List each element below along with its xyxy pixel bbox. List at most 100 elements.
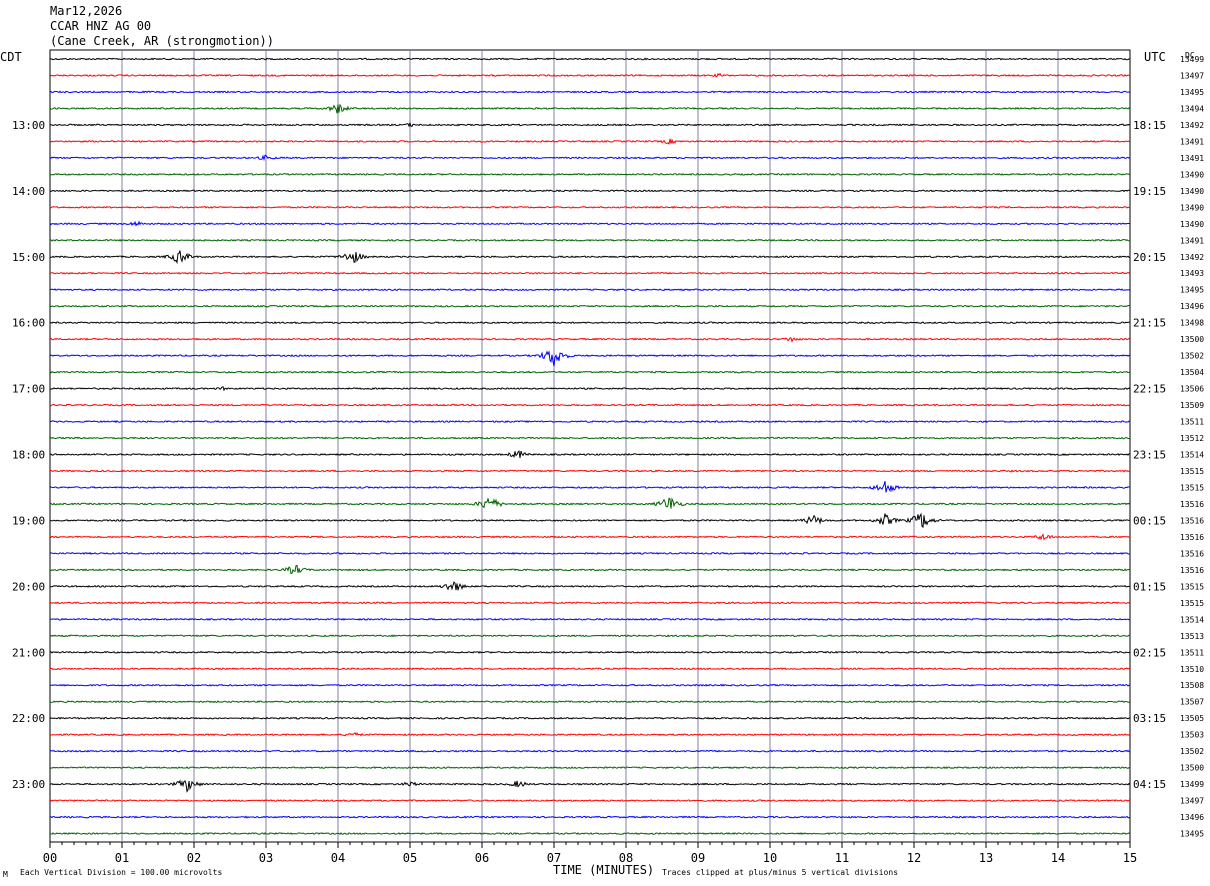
right-hour-label: 20:15 xyxy=(1133,251,1166,264)
x-tick-label: 15 xyxy=(1123,851,1137,865)
trace-line xyxy=(49,815,1131,819)
left-hour-label: 14:00 xyxy=(12,185,45,198)
trace-line xyxy=(49,832,1131,836)
x-tick-label: 12 xyxy=(907,851,921,865)
trace-line xyxy=(49,749,1131,753)
dc-value: 13491 xyxy=(1180,154,1204,163)
traces xyxy=(49,57,1131,836)
x-tick-label: 13 xyxy=(979,851,993,865)
dc-value: 13515 xyxy=(1180,582,1204,591)
dc-value: 13495 xyxy=(1180,286,1204,295)
dc-value: 13513 xyxy=(1180,632,1204,641)
trace-line xyxy=(49,533,1131,541)
dc-value: 13491 xyxy=(1180,137,1204,146)
trace-line xyxy=(50,512,1131,529)
left-hour-labels: 13:00 14:00 15:00 16:00 17:00 18:00 19:00 20:00… xyxy=(12,119,45,791)
dc-value: 13502 xyxy=(1180,352,1204,361)
right-hour-labels: 18:15 19:15 20:15 21:15 22:15 23:15 00:15 01:15… xyxy=(1133,119,1166,791)
left-hour-label: 16:00 xyxy=(12,317,45,330)
header-date: Mar12,2026 xyxy=(50,4,122,18)
trace-line xyxy=(49,766,1131,770)
trace-line xyxy=(49,370,1131,374)
trace-line xyxy=(49,732,1131,737)
trace-line xyxy=(49,386,1131,392)
dc-value: 13500 xyxy=(1180,764,1204,773)
dc-value: 13497 xyxy=(1180,797,1204,806)
dc-value: 13511 xyxy=(1180,648,1204,657)
footer-clip-note: Traces clipped at plus/minus 5 vertical … xyxy=(662,868,898,877)
x-tick-label: 10 xyxy=(763,851,777,865)
x-tick-label: 03 xyxy=(259,851,273,865)
trace-line xyxy=(49,189,1130,193)
trace-line xyxy=(49,617,1131,621)
trace-line xyxy=(49,350,1131,367)
trace-line xyxy=(49,469,1131,473)
dc-value: 13497 xyxy=(1180,71,1204,80)
dc-value: 13490 xyxy=(1180,187,1204,196)
dc-value: 13516 xyxy=(1180,533,1204,542)
dc-value: 13508 xyxy=(1180,681,1204,690)
trace-line xyxy=(49,650,1131,654)
trace-line xyxy=(49,337,1131,343)
right-hour-label: 18:15 xyxy=(1133,119,1166,132)
trace-line xyxy=(49,601,1131,605)
trace-line xyxy=(49,581,1131,591)
trace-line xyxy=(49,172,1131,176)
left-hour-label: 19:00 xyxy=(12,514,45,527)
dc-value: 13499 xyxy=(1180,55,1204,64)
trace-line xyxy=(49,634,1131,638)
trace-line xyxy=(49,683,1131,687)
dc-value: 13509 xyxy=(1180,401,1204,410)
trace-line xyxy=(49,551,1130,555)
left-timezone-label: CDT xyxy=(0,50,22,64)
left-hour-label: 23:00 xyxy=(12,778,45,791)
right-hour-label: 01:15 xyxy=(1133,580,1166,593)
dc-value: 13507 xyxy=(1180,698,1204,707)
right-hour-label: 21:15 xyxy=(1133,317,1166,330)
dc-value: 13491 xyxy=(1180,236,1204,245)
x-axis: 00 01 02 03 04 05 06 07 08 09 10 11 12 13 14 15 xyxy=(43,842,1137,865)
x-tick-label: 00 xyxy=(43,851,57,865)
trace-line xyxy=(49,716,1131,720)
dc-value: 13493 xyxy=(1180,269,1204,278)
trace-line xyxy=(49,667,1131,671)
trace-line xyxy=(49,700,1131,704)
trace-line xyxy=(49,304,1131,308)
right-timezone-label: UTC xyxy=(1144,50,1166,64)
trace-line xyxy=(49,779,1131,793)
right-hour-label: 00:15 xyxy=(1133,514,1166,527)
trace-line xyxy=(49,121,1131,128)
dc-value: 13492 xyxy=(1180,253,1204,262)
dc-value: 13495 xyxy=(1180,830,1204,839)
trace-line xyxy=(49,220,1131,227)
dc-values: 13499 13497 13495 13494 13492 13491 13491 13490… xyxy=(1180,55,1204,839)
dc-value: 13490 xyxy=(1180,170,1204,179)
trace-line xyxy=(49,154,1131,162)
trace-line xyxy=(49,138,1131,145)
footer-scale: Each Vertical Division = 100.00 microvol… xyxy=(20,868,222,877)
trace-line xyxy=(49,250,1131,265)
header-location: (Cane Creek, AR (strongmotion)) xyxy=(50,34,274,48)
trace-line xyxy=(49,90,1130,94)
trace-line xyxy=(49,321,1131,325)
x-tick-label: 01 xyxy=(115,851,129,865)
trace-line xyxy=(49,271,1131,275)
dc-value: 13502 xyxy=(1180,747,1204,756)
x-tick-label: 05 xyxy=(403,851,417,865)
dc-value: 13499 xyxy=(1180,780,1204,789)
dc-value: 13515 xyxy=(1180,599,1204,608)
dc-value: 13492 xyxy=(1180,121,1204,130)
x-tick-label: 07 xyxy=(547,851,561,865)
dc-value: 13498 xyxy=(1180,319,1204,328)
x-axis-label: TIME (MINUTES) xyxy=(553,863,654,877)
dc-value: 13511 xyxy=(1180,418,1204,427)
dc-value: 13516 xyxy=(1180,516,1204,525)
left-hour-label: 18:00 xyxy=(12,449,45,462)
dc-value: 13506 xyxy=(1180,385,1204,394)
dc-value: 13512 xyxy=(1180,434,1204,443)
trace-line xyxy=(49,288,1131,292)
dc-value: 13490 xyxy=(1180,203,1204,212)
x-tick-label: 04 xyxy=(331,851,345,865)
trace-line xyxy=(49,238,1131,242)
